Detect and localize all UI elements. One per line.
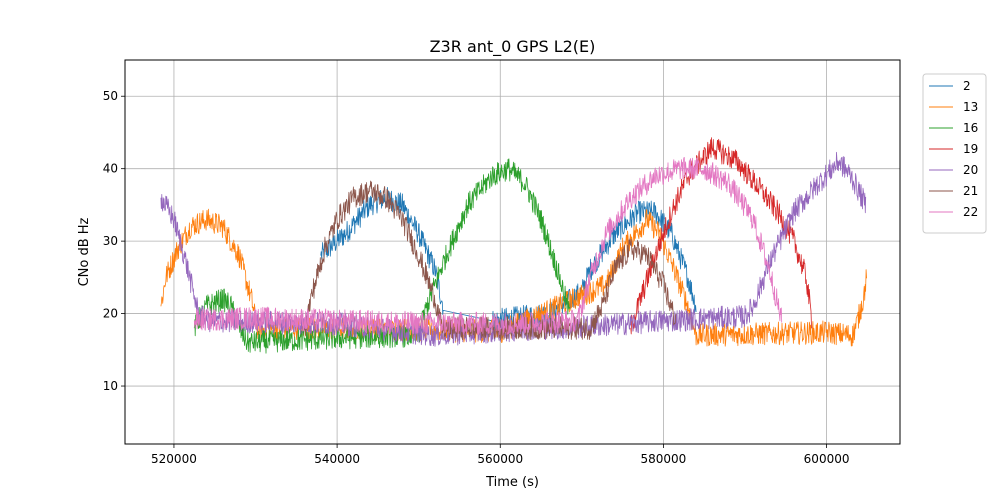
- axis-ticks: 520000 540000 560000 580000 600000 10 20 30 40 50: [103, 89, 850, 466]
- y-axis-label: CNo dB Hz: [77, 217, 92, 286]
- x-tick-label: 540000: [314, 452, 360, 466]
- chart-title: Z3R ant_0 GPS L2(E): [430, 37, 596, 57]
- legend-label-20: 20: [963, 163, 978, 177]
- legend-label-16: 16: [963, 121, 978, 135]
- y-tick-label: 20: [103, 307, 118, 321]
- legend-label-19: 19: [963, 142, 978, 156]
- plot-frame: [124, 59, 901, 445]
- legend: 2 13 16 19 20 21 22: [922, 73, 987, 234]
- y-tick-label: 10: [103, 379, 118, 393]
- x-tick-label: 600000: [804, 452, 850, 466]
- x-tick-label: 520000: [151, 452, 197, 466]
- y-tick-label: 40: [103, 162, 118, 176]
- legend-label-22: 22: [963, 205, 978, 219]
- series-line-19: [630, 137, 813, 335]
- legend-box: [922, 73, 987, 234]
- y-tick-label: 30: [103, 234, 118, 248]
- legend-label-13: 13: [963, 100, 978, 114]
- x-tick-label: 580000: [641, 452, 687, 466]
- series-line-22: [193, 157, 783, 336]
- legend-label-2: 2: [963, 79, 971, 93]
- x-tick-label: 560000: [477, 452, 523, 466]
- grid: [125, 60, 900, 444]
- legend-label-21: 21: [963, 184, 978, 198]
- x-axis-label: Time (s): [485, 475, 539, 490]
- y-tick-label: 50: [103, 89, 118, 103]
- series-group: [160, 137, 867, 354]
